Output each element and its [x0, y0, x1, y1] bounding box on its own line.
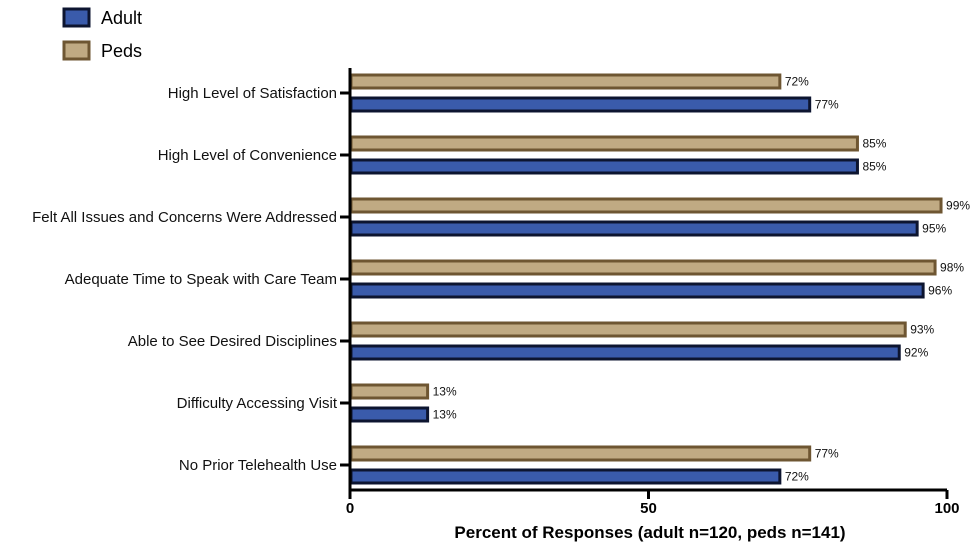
legend-label-adult: Adult [101, 8, 142, 28]
x-axis-title: Percent of Responses (adult n=120, peds … [454, 523, 845, 542]
bar-peds-2 [349, 197, 943, 214]
bar-peds-3 [349, 259, 937, 276]
category-label-4: Able to See Desired Disciplines [128, 333, 337, 350]
bar-adult-1 [349, 158, 859, 175]
category-label-6: No Prior Telehealth Use [179, 457, 337, 474]
data-label-adult-0: 77% [815, 98, 839, 112]
bar-adult-0 [349, 96, 812, 113]
legend-swatch-peds [62, 40, 91, 61]
data-label-adult-6: 72% [785, 470, 809, 484]
x-tick-label-2: 100 [934, 500, 959, 517]
bar-peds-4 [349, 321, 907, 338]
legend: Adult Peds [62, 7, 142, 61]
bar-peds-0 [349, 73, 782, 90]
bar-adult-3 [349, 282, 925, 299]
bar-peds-6 [349, 445, 812, 462]
category-label-3: Adequate Time to Speak with Care Team [65, 271, 337, 288]
bar-peds-1 [349, 135, 859, 152]
data-label-peds-3: 98% [940, 261, 964, 275]
category-label-2: Felt All Issues and Concerns Were Addres… [32, 209, 337, 226]
data-label-peds-0: 72% [785, 75, 809, 89]
bar-adult-5 [349, 406, 430, 423]
bars: 72% 77% 85% 85% 99%95% 98% 96% 93% 92% 13% 13% 77% 7… [349, 73, 970, 485]
x-tick-label-0: 0 [346, 500, 354, 517]
bar-peds-5 [349, 383, 430, 400]
legend-swatch-adult [62, 7, 91, 28]
x-tick-label-1: 50 [640, 500, 657, 517]
data-label-peds-6: 77% [815, 447, 839, 461]
category-label-0: High Level of Satisfaction [168, 85, 337, 102]
data-label-adult-1: 85% [862, 160, 886, 174]
data-label-peds-5: 13% [433, 385, 457, 399]
bar-adult-2 [349, 220, 919, 237]
data-label-adult-2: 95% [922, 222, 946, 236]
data-label-adult-4: 92% [904, 346, 928, 360]
data-label-adult-3: 96% [928, 284, 952, 298]
data-label-peds-2: 99% [946, 199, 970, 213]
data-label-peds-1: 85% [862, 137, 886, 151]
data-label-peds-4: 93% [910, 323, 934, 337]
category-label-5: Difficulty Accessing Visit [177, 395, 338, 412]
data-label-adult-5: 13% [433, 408, 457, 422]
bar-adult-6 [349, 468, 782, 485]
bar-adult-4 [349, 344, 901, 361]
legend-label-peds: Peds [101, 41, 142, 61]
category-label-1: High Level of Convenience [158, 147, 337, 164]
axes: 0 50 100 [340, 68, 960, 517]
category-labels: High Level of Satisfaction High Level of … [32, 85, 338, 474]
